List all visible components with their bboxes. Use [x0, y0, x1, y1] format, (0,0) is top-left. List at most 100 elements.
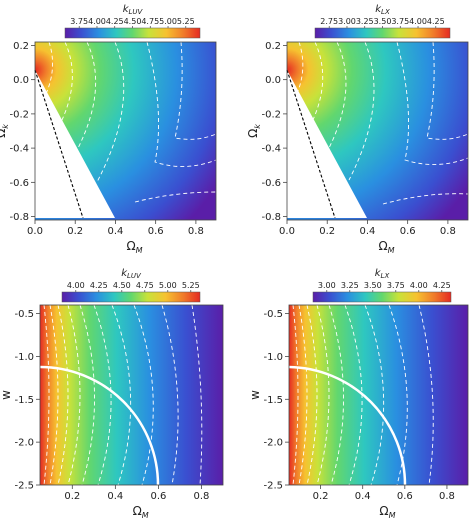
colorbar-tick-label: 3.00: [338, 17, 356, 26]
colorbar-tick-label: 4.25: [106, 17, 124, 26]
colorbar-strip: [312, 291, 452, 303]
colorbar-tick-label: 3.00: [318, 281, 336, 290]
colorbar-tick-label: 3.75: [70, 17, 88, 26]
x-tick-label: 0.2: [64, 491, 80, 502]
y-axis-label: w: [0, 390, 13, 400]
colorbar-tick-label: 4.25: [433, 281, 451, 290]
excluded-region: [35, 70, 115, 218]
y-tick-label: 0.0: [265, 75, 281, 86]
colorbar-tick-label: 4.75: [141, 17, 159, 26]
y-axis-label: w: [248, 390, 262, 400]
y-tick-label: -0.8: [261, 212, 281, 223]
x-tick-label: 0.2: [313, 491, 329, 502]
x-tick-label: 0.6: [400, 226, 416, 237]
x-tick-label: 0.8: [188, 226, 204, 237]
y-tick-label: -0.4: [261, 144, 281, 155]
x-axis: 0.2 0.4 0.6 0.8 ΩM: [313, 485, 455, 520]
x-tick-label: 0.4: [355, 491, 371, 502]
contour-lines: [43, 304, 203, 486]
colorbar-bottom-right: 3.00 3.25 3.50 3.75 4.00 4.25 kLX: [312, 268, 452, 303]
colorbar-ticks: 3.75 4.00 4.25 4.50 4.75 5.00 5.25: [70, 17, 195, 28]
panel-top-right: 0.0 0.2 0.4 0.6 0.8 ΩM 0.2 0.0 -0.2 -0.4 -0.6 -0.8…: [246, 41, 469, 255]
y-axis-label: Ωk: [246, 124, 262, 138]
y-tick-label: -1.5: [14, 395, 34, 406]
colorbar-tick-label: 5.00: [159, 17, 177, 26]
colorbar-tick-label: 4.50: [124, 17, 142, 26]
colorbar-tick-label: 3.50: [364, 281, 382, 290]
contour-lines: [40, 41, 217, 203]
colorbar-title: kLX: [375, 4, 390, 16]
x-tick-label: 0.4: [107, 226, 123, 237]
y-tick-label: -0.6: [9, 178, 29, 189]
y-tick-label: 0.0: [13, 75, 29, 86]
x-tick-label: 0.4: [107, 491, 123, 502]
colorbar-title: kLX: [375, 268, 390, 280]
colorbar-ticks: 3.00 3.25 3.50 3.75 4.00 4.25: [318, 281, 451, 292]
colorbar-bottom-left: 4.00 4.25 4.50 4.75 5.00 5.25 kLUV: [61, 268, 201, 303]
y-axis-label: Ωk: [0, 124, 10, 138]
y-axis: 0.2 0.0 -0.2 -0.4 -0.6 -0.8 Ωk: [0, 41, 35, 223]
colorbar-top-left: 3.75 4.00 4.25 4.50 4.75 5.00 5.25 kLUV: [64, 4, 201, 39]
colorbar-tick-label: 4.50: [113, 281, 131, 290]
x-tick-label: 0.6: [148, 226, 164, 237]
x-tick-label: 0.0: [27, 226, 43, 237]
heatmap-area: [40, 305, 223, 485]
y-tick-label: -0.2: [9, 109, 29, 120]
colorbar-tick-label: 3.75: [391, 17, 409, 26]
y-tick-label: -0.5: [263, 309, 283, 320]
y-axis: 0.2 0.0 -0.2 -0.4 -0.6 -0.8 Ωk: [246, 41, 287, 223]
colorbar-tick-label: 3.25: [356, 17, 374, 26]
x-axis-label: ΩM: [133, 504, 149, 520]
y-tick-label: -0.2: [261, 109, 281, 120]
x-axis-label: ΩM: [379, 504, 395, 520]
y-tick-label: -0.4: [9, 144, 29, 155]
y-tick-label: -2.0: [263, 438, 283, 449]
x-axis: 0.0 0.2 0.4 0.6 0.8 ΩM: [27, 220, 204, 255]
y-tick-label: -0.6: [261, 178, 281, 189]
x-tick-label: 0.6: [397, 491, 413, 502]
colorbar-tick-label: 3.25: [341, 281, 359, 290]
colorbar-title: kLUV: [123, 4, 144, 16]
plot-frame: [39, 304, 224, 486]
x-axis-label: ΩM: [127, 239, 143, 255]
colorbar-tick-label: 2.75: [320, 17, 338, 26]
x-tick-label: 0.8: [439, 491, 455, 502]
colorbar-tick-label: 4.75: [136, 281, 154, 290]
x-axis-label: ΩM: [379, 239, 395, 255]
y-tick-label: -2.5: [14, 481, 34, 492]
colorbar-strip: [314, 27, 451, 39]
colorbar-title: kLUV: [121, 268, 142, 280]
colorbar-tick-label: 4.25: [90, 281, 108, 290]
x-tick-label: 0.8: [194, 491, 210, 502]
x-axis: 0.0 0.2 0.4 0.6 0.8 ΩM: [279, 220, 456, 255]
x-tick-label: 0.2: [67, 226, 83, 237]
solid-constraint-curve: [288, 365, 407, 486]
colorbar-tick-label: 4.25: [427, 17, 445, 26]
y-tick-label: 0.2: [13, 41, 29, 52]
y-tick-label: -2.5: [263, 481, 283, 492]
colorbar-tick-label: 5.25: [177, 17, 195, 26]
x-tick-label: 0.6: [150, 491, 166, 502]
x-tick-label: 0.2: [319, 226, 335, 237]
colorbar-tick-label: 4.00: [410, 281, 428, 290]
colorbar-tick-label: 5.00: [159, 281, 177, 290]
panel-bottom-right: 0.2 0.4 0.6 0.8 ΩM -0.5 -1.0 -1.5 -2.0 -2.5 w: [248, 304, 469, 520]
colorbar-tick-label: 4.00: [409, 17, 427, 26]
colorbar-strip: [61, 291, 201, 303]
solid-constraint-curve: [39, 365, 160, 486]
y-tick-label: -0.5: [14, 309, 34, 320]
dashed-constraint-line: [286, 69, 336, 219]
x-tick-label: 0.0: [279, 226, 295, 237]
colorbar-tick-label: 4.00: [67, 281, 85, 290]
colorbar-tick-label: 4.00: [88, 17, 106, 26]
dashed-constraint-line: [34, 69, 84, 219]
heatmap-area: [289, 305, 468, 485]
panel-bottom-left: 0.2 0.4 0.6 0.8 ΩM -0.5 -1.0 -1.5 -2.0 -2.5 w: [0, 304, 224, 520]
y-tick-label: -0.8: [9, 212, 29, 223]
y-axis: -0.5 -1.0 -1.5 -2.0 -2.5 w: [248, 309, 289, 492]
y-tick-label: -1.0: [263, 352, 283, 363]
x-axis: 0.2 0.4 0.6 0.8 ΩM: [64, 485, 209, 520]
x-tick-label: 0.4: [359, 226, 375, 237]
x-tick-label: 0.8: [440, 226, 456, 237]
